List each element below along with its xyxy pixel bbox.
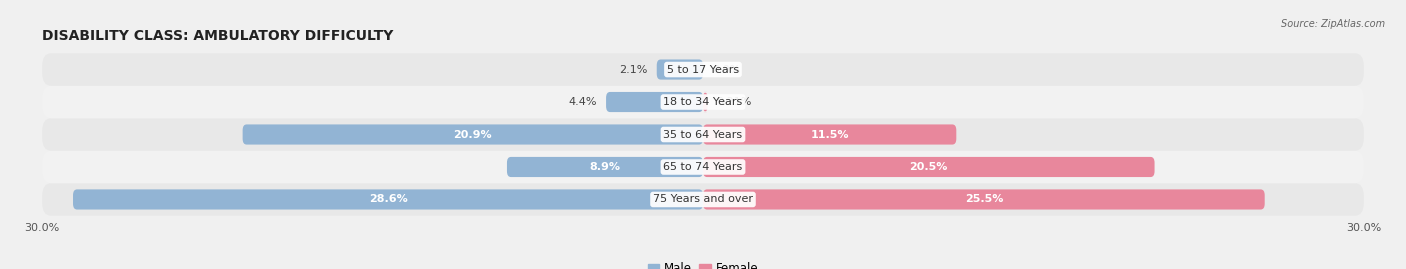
FancyBboxPatch shape (508, 157, 703, 177)
Text: 0.0%: 0.0% (711, 65, 740, 75)
Text: 0.21%: 0.21% (717, 97, 752, 107)
Text: 35 to 64 Years: 35 to 64 Years (664, 129, 742, 140)
FancyBboxPatch shape (42, 53, 1364, 86)
Text: 11.5%: 11.5% (810, 129, 849, 140)
Text: 25.5%: 25.5% (965, 194, 1002, 204)
FancyBboxPatch shape (703, 189, 1264, 210)
FancyBboxPatch shape (703, 157, 1154, 177)
FancyBboxPatch shape (703, 92, 707, 112)
Text: 28.6%: 28.6% (368, 194, 408, 204)
FancyBboxPatch shape (42, 118, 1364, 151)
Text: 2.1%: 2.1% (620, 65, 648, 75)
Text: 65 to 74 Years: 65 to 74 Years (664, 162, 742, 172)
FancyBboxPatch shape (657, 59, 703, 80)
Text: DISABILITY CLASS: AMBULATORY DIFFICULTY: DISABILITY CLASS: AMBULATORY DIFFICULTY (42, 29, 394, 43)
FancyBboxPatch shape (606, 92, 703, 112)
Text: 5 to 17 Years: 5 to 17 Years (666, 65, 740, 75)
FancyBboxPatch shape (42, 151, 1364, 183)
Text: Source: ZipAtlas.com: Source: ZipAtlas.com (1281, 19, 1385, 29)
Legend: Male, Female: Male, Female (643, 258, 763, 269)
Text: 75 Years and over: 75 Years and over (652, 194, 754, 204)
Text: 18 to 34 Years: 18 to 34 Years (664, 97, 742, 107)
Text: 4.4%: 4.4% (569, 97, 598, 107)
Text: 8.9%: 8.9% (589, 162, 620, 172)
FancyBboxPatch shape (42, 183, 1364, 216)
Text: 20.5%: 20.5% (910, 162, 948, 172)
Text: 20.9%: 20.9% (454, 129, 492, 140)
FancyBboxPatch shape (703, 125, 956, 144)
FancyBboxPatch shape (42, 86, 1364, 118)
FancyBboxPatch shape (243, 125, 703, 144)
FancyBboxPatch shape (73, 189, 703, 210)
